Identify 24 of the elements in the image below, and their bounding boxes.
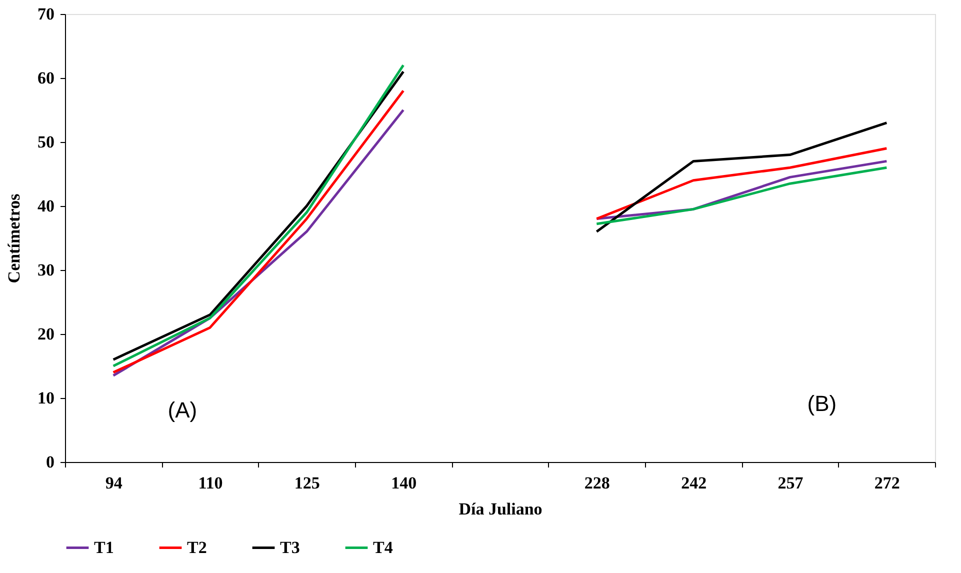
x-tick-label: 272 (874, 474, 900, 492)
x-tick-label: 257 (778, 474, 804, 492)
legend-label: T4 (373, 538, 394, 557)
legend-label: T3 (280, 538, 300, 557)
y-tick-label: 70 (38, 4, 54, 24)
y-tick-label: 0 (46, 452, 54, 472)
x-tick-label: 228 (584, 474, 610, 492)
x-tick-label: 110 (198, 474, 223, 492)
x-tick-label: 242 (681, 474, 707, 492)
y-tick-label: 30 (38, 260, 54, 280)
legend-label: T2 (187, 538, 207, 557)
x-axis-title: Día Juliano (458, 500, 542, 518)
annotation: (B) (807, 390, 837, 416)
annotation: (A) (168, 397, 198, 422)
y-tick-label: 60 (38, 68, 54, 88)
y-tick-label: 40 (38, 196, 54, 216)
x-tick-label: 94 (105, 474, 123, 492)
y-axis-title: Centímetros (4, 193, 24, 284)
y-tick-label: 10 (38, 388, 54, 408)
y-tick-label: 50 (38, 132, 54, 152)
x-tick-label: 125 (294, 474, 320, 492)
legend-label: T1 (94, 538, 114, 557)
x-tick-label: 140 (391, 474, 417, 492)
y-tick-label: 20 (38, 324, 54, 344)
